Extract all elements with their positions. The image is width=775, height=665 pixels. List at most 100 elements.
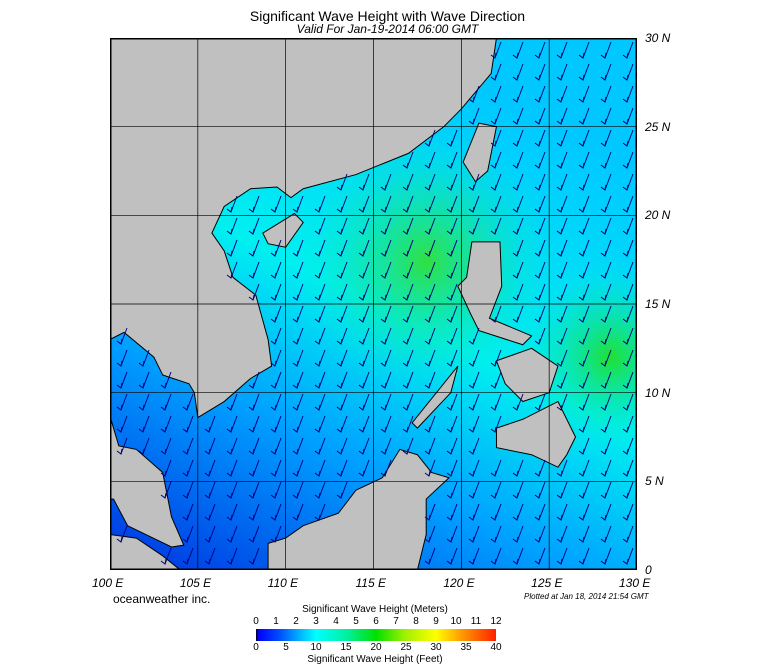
wave-direction-arrow [336,371,348,389]
wave-direction-arrow [380,459,392,477]
wave-direction-arrow [490,393,502,411]
colorbar-tick-meters: 12 [490,616,502,627]
wave-direction-arrow [380,239,392,257]
wave-direction-arrow [446,151,458,169]
wave-direction-arrow [600,393,612,411]
wave-direction-arrow [578,371,590,389]
wave-direction-arrow [622,63,634,81]
land-taiwan [462,122,498,183]
wave-direction-arrow [622,283,634,301]
wave-direction-arrow [226,525,238,543]
wave-direction-arrow [424,547,436,565]
wave-direction-arrow [600,481,612,499]
wave-direction-arrow [556,305,568,323]
wave-direction-arrow [204,525,216,543]
wave-direction-arrow [292,349,304,367]
colorbar-tick-feet: 25 [400,642,412,653]
wave-direction-arrow [534,305,546,323]
land-hainan [262,212,304,248]
wave-direction-arrow [160,415,172,433]
wave-direction-arrow [490,217,502,235]
wave-direction-arrow [292,437,304,455]
lon-label: 125 E [531,576,563,590]
wave-direction-arrow [314,459,326,477]
wave-direction-arrow [490,129,502,147]
wave-direction-arrow [534,393,546,411]
wave-direction-arrow [468,481,480,499]
wave-direction-arrow [556,327,568,345]
wave-direction-arrow [380,349,392,367]
wave-direction-arrow [578,481,590,499]
wave-direction-arrow [512,393,524,411]
lat-label: 25 N [645,119,671,134]
wave-direction-arrow [424,129,436,147]
wave-direction-arrow [556,349,568,367]
wave-direction-arrow [534,503,546,521]
wave-direction-arrow [358,217,370,235]
wave-direction-arrow [446,261,458,279]
wave-direction-arrow [226,239,238,257]
wave-direction-arrow [446,217,458,235]
wave-direction-arrow [468,217,480,235]
wave-direction-arrow [358,459,370,477]
chart-subtitle: Valid For Jan-19-2014 06:00 GMT [296,22,479,36]
wave-direction-arrow [490,525,502,543]
wave-direction-arrow [600,503,612,521]
colorbar-tick-meters: 8 [413,616,419,627]
wave-direction-arrow [160,371,172,389]
wave-direction-arrow [270,195,282,213]
wave-direction-arrow [446,305,458,323]
wave-direction-arrow [468,393,480,411]
wave-direction-arrow [512,41,524,59]
wave-direction-arrow [446,195,458,213]
wave-direction-arrow [116,415,128,433]
wave-direction-arrow [556,547,568,565]
wave-direction-arrow [512,283,524,301]
plotted-timestamp: Plotted at Jan 18, 2014 21:54 GMT [524,592,649,601]
wave-direction-arrow [402,415,414,433]
wave-direction-arrow [556,173,568,191]
wave-direction-arrow [314,195,326,213]
wave-direction-arrow [512,151,524,169]
lat-label: 0 [645,563,652,577]
wave-direction-arrow [512,239,524,257]
wave-direction-arrow [534,327,546,345]
wave-direction-arrow [424,327,436,345]
wave-direction-arrow [446,129,458,147]
wave-direction-arrow [204,503,216,521]
wave-direction-arrow [468,547,480,565]
lon-label: 120 E [443,576,475,590]
wave-direction-arrow [336,239,348,257]
wave-direction-arrow [358,437,370,455]
wave-direction-arrow [270,349,282,367]
wave-direction-arrow [490,503,502,521]
colorbar-title-feet: Significant Wave Height (Feet) [307,654,443,665]
land-sumatra [110,534,182,570]
wave-direction-arrow [270,239,282,257]
wave-direction-arrow [270,459,282,477]
wave-direction-arrow [314,393,326,411]
wave-direction-arrow [622,393,634,411]
wave-direction-arrow [490,349,502,367]
wave-direction-arrow [556,393,568,411]
wave-direction-arrow [424,195,436,213]
wave-direction-arrow [336,349,348,367]
wave-direction-arrow [534,129,546,147]
wave-direction-arrow [468,349,480,367]
wave-direction-arrow [402,173,414,191]
wave-direction-arrow [336,393,348,411]
wave-direction-arrow [622,437,634,455]
wave-direction-arrow [490,547,502,565]
wave-direction-arrow [578,437,590,455]
wave-direction-arrow [578,283,590,301]
wave-direction-arrow [600,371,612,389]
wave-direction-arrow [534,173,546,191]
wave-direction-arrow [534,283,546,301]
wave-direction-arrow [446,525,458,543]
wave-direction-arrow [622,459,634,477]
wave-direction-arrow [336,195,348,213]
wave-direction-arrow [270,525,282,543]
wave-direction-arrow [556,85,568,103]
wave-direction-arrow [578,239,590,257]
colorbar-tick-meters: 9 [433,616,439,627]
